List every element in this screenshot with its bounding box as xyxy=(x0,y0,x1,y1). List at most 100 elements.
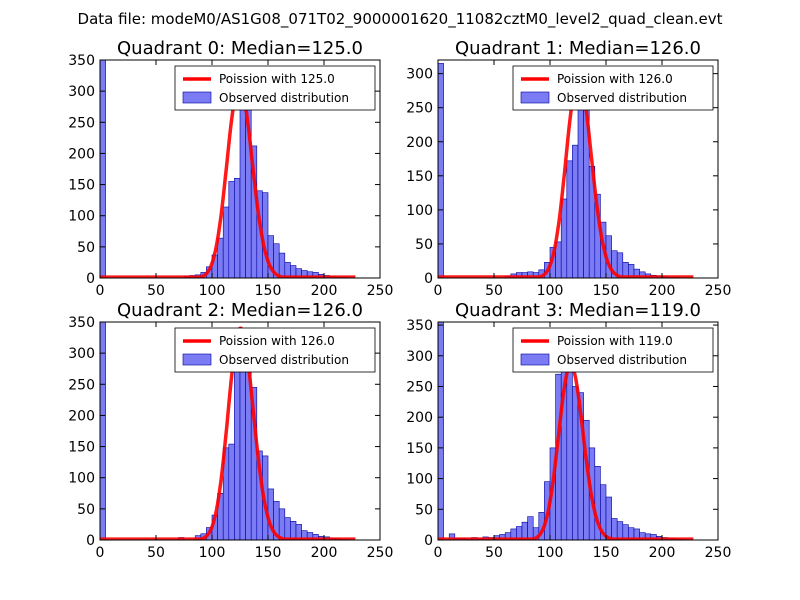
y-tick-label: 350 xyxy=(68,315,95,331)
chart-panel-0: Quadrant 0: Median=125.0 0 50 100 150 200 250 0… xyxy=(68,38,393,299)
y-tick-label: 100 xyxy=(68,471,95,487)
x-tick-label: 50 xyxy=(147,283,165,299)
chart-title: Quadrant 3: Median=119.0 xyxy=(455,300,701,321)
histogram-bar xyxy=(438,63,444,278)
y-tick-label: 300 xyxy=(68,84,95,100)
histogram-bar xyxy=(572,386,579,540)
chart-panel-2: Quadrant 2: Median=126.0 0 50 100 150 200 250 0… xyxy=(68,300,393,561)
y-tick-label: 50 xyxy=(415,502,433,518)
x-tick-label: 200 xyxy=(311,283,338,299)
legend-bar-swatch xyxy=(182,91,212,104)
y-tick-label: 0 xyxy=(86,271,95,287)
x-tick-label: 150 xyxy=(255,283,282,299)
histogram-bar xyxy=(234,178,241,278)
x-tick-label: 50 xyxy=(485,545,503,561)
histogram-bar xyxy=(228,181,235,278)
x-tick-label: 0 xyxy=(434,283,443,299)
histogram-bar xyxy=(239,368,246,540)
histogram-bar xyxy=(278,252,286,278)
x-tick-label: 100 xyxy=(537,283,564,299)
x-tick-label: 150 xyxy=(255,545,282,561)
chart-panel-1: Quadrant 1: Median=126.0 0 50 100 150 200 250 0… xyxy=(406,38,731,299)
y-tick-label: 350 xyxy=(406,318,433,334)
plot-area xyxy=(438,322,694,540)
legend-bar-swatch xyxy=(182,353,212,366)
histogram-bar xyxy=(290,521,297,540)
histogram-bar xyxy=(228,443,235,540)
y-tick-label: 300 xyxy=(406,67,433,83)
histogram-bar xyxy=(100,322,106,540)
legend-label: Observed distribution xyxy=(557,91,687,105)
y-tick-label: 100 xyxy=(68,209,95,225)
chart-title: Quadrant 1: Median=126.0 xyxy=(455,38,701,59)
legend-label: Poission with 126.0 xyxy=(219,334,335,348)
x-tick-label: 150 xyxy=(593,283,620,299)
legend-label: Poission with 125.0 xyxy=(219,72,335,86)
legend-bar-swatch xyxy=(520,353,550,366)
legend-label: Observed distribution xyxy=(557,353,687,367)
x-tick-label: 100 xyxy=(199,283,226,299)
y-tick-label: 200 xyxy=(406,410,433,426)
legend-label: Poission with 119.0 xyxy=(557,334,673,348)
x-tick-label: 100 xyxy=(199,545,226,561)
histogram-bar xyxy=(572,144,579,278)
histogram-bar xyxy=(605,496,612,540)
x-tick-label: 100 xyxy=(537,545,564,561)
y-tick-label: 250 xyxy=(68,115,95,131)
poisson-curve xyxy=(100,83,356,278)
y-tick-label: 150 xyxy=(406,169,433,185)
x-tick-label: 250 xyxy=(367,545,394,561)
legend-label: Observed distribution xyxy=(219,91,349,105)
axes-frame xyxy=(99,321,381,541)
y-tick-label: 50 xyxy=(77,240,95,256)
chart-title: Quadrant 0: Median=125.0 xyxy=(117,38,363,59)
y-tick-label: 250 xyxy=(406,379,433,395)
figure-title: Data file: modeM0/AS1G08_071T02_90000016… xyxy=(78,10,723,29)
x-tick-label: 200 xyxy=(649,545,676,561)
histogram-bar xyxy=(616,521,624,540)
x-tick-label: 0 xyxy=(434,545,443,561)
y-tick-label: 150 xyxy=(406,441,433,457)
histogram-bar xyxy=(234,370,241,540)
y-tick-label: 50 xyxy=(77,502,95,518)
histogram-bar xyxy=(527,516,534,540)
y-tick-label: 100 xyxy=(406,472,433,488)
histogram-bar xyxy=(521,521,528,540)
plot-area xyxy=(100,322,356,540)
plot-area xyxy=(438,63,694,278)
y-tick-label: 350 xyxy=(68,53,95,69)
axes-frame xyxy=(437,59,719,279)
y-tick-label: 250 xyxy=(68,377,95,393)
histogram-bar xyxy=(438,322,444,540)
x-tick-label: 50 xyxy=(485,283,503,299)
histogram-bar xyxy=(278,508,286,540)
x-tick-label: 50 xyxy=(147,545,165,561)
x-tick-label: 250 xyxy=(705,545,732,561)
legend: Poission with 119.0 Observed distribution xyxy=(512,327,714,373)
x-tick-label: 0 xyxy=(96,283,105,299)
y-tick-label: 50 xyxy=(415,237,433,253)
poisson-curve xyxy=(100,326,356,540)
chart-title: Quadrant 2: Median=126.0 xyxy=(117,300,363,321)
y-tick-label: 0 xyxy=(424,533,433,549)
poisson-curve xyxy=(438,75,694,278)
y-tick-label: 300 xyxy=(68,346,95,362)
histogram-bar xyxy=(222,206,230,278)
legend-label: Observed distribution xyxy=(219,353,349,367)
poisson-curve xyxy=(438,363,694,540)
x-tick-label: 250 xyxy=(705,283,732,299)
y-tick-label: 200 xyxy=(406,135,433,151)
legend: Poission with 126.0 Observed distribution xyxy=(512,65,714,111)
histogram-bar xyxy=(284,517,291,540)
histogram-bar xyxy=(239,84,246,278)
axes-frame xyxy=(99,59,381,279)
plot-area xyxy=(100,60,356,278)
axes-frame xyxy=(437,321,719,541)
legend-bar-swatch xyxy=(520,91,550,104)
y-tick-label: 300 xyxy=(406,349,433,365)
x-tick-label: 150 xyxy=(593,545,620,561)
y-tick-label: 200 xyxy=(68,146,95,162)
y-tick-label: 100 xyxy=(406,203,433,219)
y-tick-label: 250 xyxy=(406,101,433,117)
